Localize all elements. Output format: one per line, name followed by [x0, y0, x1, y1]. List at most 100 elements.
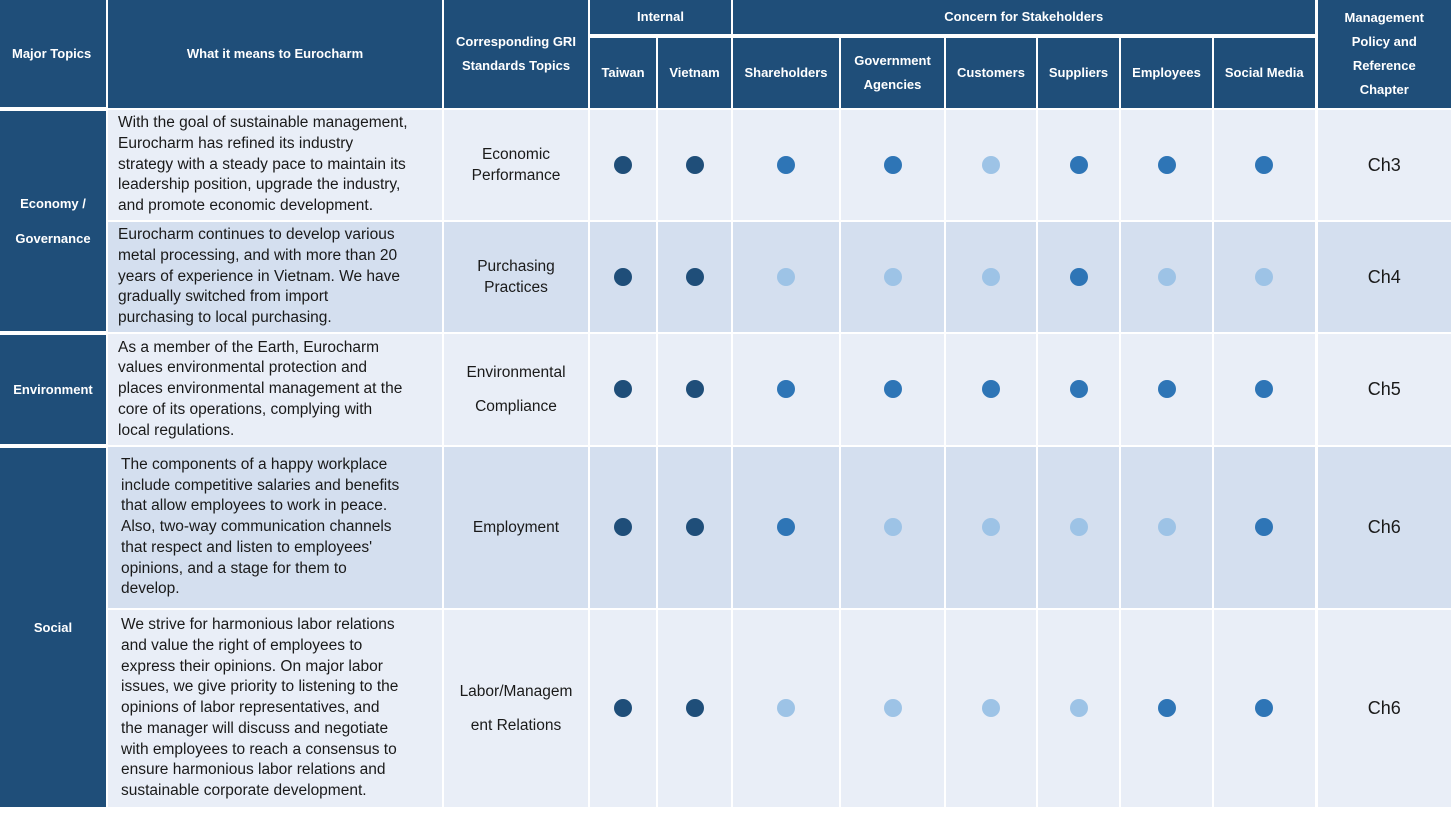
- dot-cell-suppliers: [1036, 332, 1120, 446]
- concern-dot: [883, 380, 902, 399]
- concern-dot: [1157, 518, 1176, 537]
- description-line: leadership position, upgrade the industr…: [118, 176, 401, 194]
- gri-topic-line: Compliance: [475, 397, 557, 415]
- chapter-cell: Ch5: [1314, 332, 1451, 446]
- dot-cell-customers: [944, 332, 1037, 446]
- description-line: Eurocharm continues to develop various: [118, 226, 395, 244]
- header-major-topics-label: Major Topics: [12, 45, 92, 61]
- description-line: local regulations.: [118, 421, 235, 439]
- concern-dot: [982, 267, 1000, 286]
- dot-cell-vietnam: [656, 332, 732, 446]
- description-line: core of its operations, complying with: [118, 400, 373, 418]
- header-col-government-agencies: Government Agencies: [840, 36, 946, 109]
- dot-cell-taiwan: [588, 108, 657, 221]
- header-col-suppliers-label: Suppliers: [1048, 65, 1109, 80]
- dot-cell-social-media: [1212, 108, 1316, 221]
- concern-dot: [685, 155, 704, 174]
- concern-dot: [685, 518, 704, 537]
- dot-cell-social-media: [1212, 445, 1316, 609]
- header-col-social-media-label: Social Media: [1224, 65, 1304, 80]
- topic-economy-line2: Governance: [15, 231, 91, 246]
- concern-dot: [1069, 518, 1088, 537]
- concern-dot: [883, 699, 902, 718]
- concern-dot: [982, 380, 1000, 399]
- description-cell: Eurocharm continues to develop various m…: [107, 220, 443, 333]
- dot-cell-government-agencies: [839, 108, 945, 221]
- concern-dot: [982, 699, 1000, 718]
- dot-cell-taiwan: [588, 220, 657, 333]
- table-row: Environment As a member of the Earth, Eu…: [0, 331, 1451, 446]
- concern-dot: [1255, 267, 1274, 286]
- header-col-customers: Customers: [945, 36, 1038, 109]
- header-col-employees: Employees: [1120, 36, 1214, 109]
- topic-social: Social: [0, 444, 108, 807]
- concern-dot: [1069, 155, 1088, 174]
- header-management-policy: Management Policy and Reference Chapter: [1314, 0, 1451, 109]
- table-row: Eurocharm continues to develop various m…: [0, 220, 1451, 333]
- concern-dot: [1157, 155, 1176, 174]
- concern-dot: [1069, 380, 1088, 399]
- dot-cell-taiwan: [588, 332, 657, 446]
- gri-topic-cell: Purchasing Practices: [442, 220, 589, 333]
- concern-dot: [1157, 699, 1176, 718]
- concern-dot: [982, 155, 1000, 174]
- concern-dot: [1255, 699, 1274, 718]
- header-mgmt-line4: Chapter: [1359, 82, 1409, 97]
- header-col-suppliers: Suppliers: [1037, 36, 1121, 109]
- concern-dot: [1255, 155, 1274, 174]
- concern-dot: [1157, 267, 1176, 286]
- header-col-vietnam-label: Vietnam: [669, 65, 720, 80]
- concern-dot: [777, 267, 795, 286]
- concern-dot: [614, 267, 632, 286]
- header-col-taiwan: Taiwan: [589, 36, 658, 109]
- description-line: metal processing, and with more than 20: [118, 246, 398, 264]
- dot-cell-social-media: [1212, 332, 1316, 446]
- dot-cell-shareholders: [731, 445, 840, 609]
- description-line: issues, we give priority to listening to…: [121, 678, 399, 696]
- chapter-cell: Ch6: [1314, 608, 1451, 807]
- description-line: opinions, and a stage for them to: [121, 559, 347, 577]
- concern-dot: [1255, 518, 1274, 537]
- description-line: gradually switched from import: [118, 288, 329, 306]
- concern-dot: [1157, 380, 1176, 399]
- concern-dot: [614, 380, 632, 399]
- description-line: with employees to reach a consensus to: [121, 740, 397, 758]
- topic-economy-governance: Economy / Governance: [0, 107, 108, 333]
- dot-cell-customers: [944, 220, 1037, 333]
- header-mgmt-line1: Management: [1344, 10, 1424, 25]
- description-line: purchasing to local purchasing.: [118, 309, 332, 327]
- dot-cell-shareholders: [731, 108, 840, 221]
- dot-cell-taiwan: [588, 608, 657, 807]
- chapter-label: Ch6: [1367, 517, 1401, 537]
- description-line: and value the right of employees to: [121, 637, 363, 655]
- concern-dot: [614, 518, 632, 537]
- gri-topic-line: Environmental: [466, 363, 566, 381]
- description-line: that allow employees to work in peace.: [121, 497, 388, 515]
- gri-topic-line: Performance: [471, 167, 561, 184]
- dot-cell-employees: [1119, 445, 1213, 609]
- dot-cell-employees: [1119, 608, 1213, 807]
- header-col-taiwan-label: Taiwan: [601, 65, 645, 80]
- dot-cell-employees: [1119, 220, 1213, 333]
- dot-cell-social-media: [1212, 220, 1316, 333]
- gri-topic-line: Employment: [472, 519, 560, 536]
- chapter-cell: Ch6: [1314, 445, 1451, 609]
- description-line: With the goal of sustainable management,: [118, 114, 408, 132]
- description-line: places environmental management at the: [118, 380, 403, 398]
- description-cell: We strive for harmonious labor relations…: [107, 608, 443, 807]
- header-what-it-means-label: What it means to Eurocharm: [186, 46, 364, 61]
- dot-cell-vietnam: [656, 608, 732, 807]
- dot-cell-customers: [944, 108, 1037, 221]
- header-col-social-media: Social Media: [1213, 36, 1316, 109]
- dot-cell-government-agencies: [839, 608, 945, 807]
- dot-cell-shareholders: [731, 332, 840, 446]
- dot-cell-suppliers: [1036, 445, 1120, 609]
- description-line: include competitive salaries and benefit…: [121, 476, 400, 494]
- header-what-it-means: What it means to Eurocharm: [107, 0, 444, 109]
- header-col-government-line1: Government: [854, 53, 931, 68]
- description-line: opinions of labor representatives, and: [121, 699, 380, 717]
- topic-environment: Environment: [0, 331, 108, 446]
- gri-topic-line: Practices: [484, 279, 548, 296]
- dot-cell-government-agencies: [839, 220, 945, 333]
- concern-dot: [883, 267, 902, 286]
